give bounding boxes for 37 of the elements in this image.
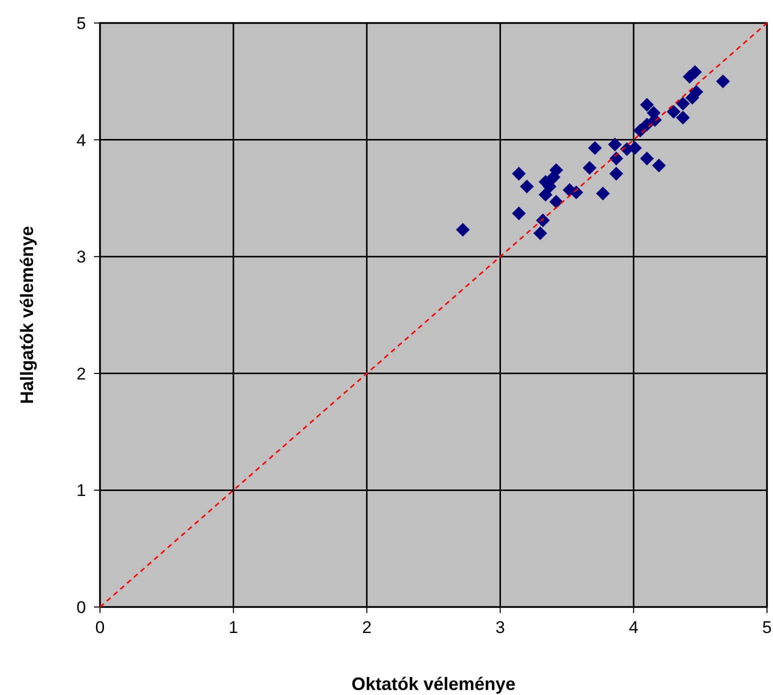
x-tick-label: 5 [762, 618, 772, 637]
x-tick-label: 2 [362, 618, 372, 637]
point [608, 138, 622, 152]
point [512, 206, 526, 220]
point [682, 70, 697, 84]
point [588, 141, 602, 155]
y-tick-label: 5 [76, 14, 86, 33]
x-tick-label: 4 [628, 618, 638, 637]
point [652, 158, 666, 172]
point [520, 180, 534, 194]
point [538, 188, 552, 202]
y-axis-title: Hallgatók véleménye [17, 226, 37, 404]
point [546, 170, 560, 184]
x-tick-label: 3 [495, 618, 505, 637]
point [456, 222, 470, 237]
point [716, 74, 730, 88]
point [676, 96, 690, 110]
point [676, 110, 690, 124]
point [640, 152, 654, 166]
point [596, 186, 610, 200]
x-tick-label: 0 [95, 618, 105, 637]
y-tick-label: 4 [76, 130, 86, 150]
x-axis-title: Oktatók véleménye [351, 674, 516, 694]
y-tick-label: 0 [76, 598, 86, 617]
point [536, 214, 550, 228]
x-tick-label: 1 [228, 618, 238, 637]
y-tick-label: 3 [76, 248, 86, 267]
point [533, 226, 548, 240]
point [689, 85, 704, 99]
y-tick-label: 2 [76, 364, 86, 384]
point [582, 160, 596, 175]
point [512, 166, 526, 181]
point [640, 98, 654, 112]
point [666, 104, 681, 119]
point [609, 166, 624, 181]
y-tick-label: 1 [76, 481, 86, 500]
point [628, 141, 642, 155]
